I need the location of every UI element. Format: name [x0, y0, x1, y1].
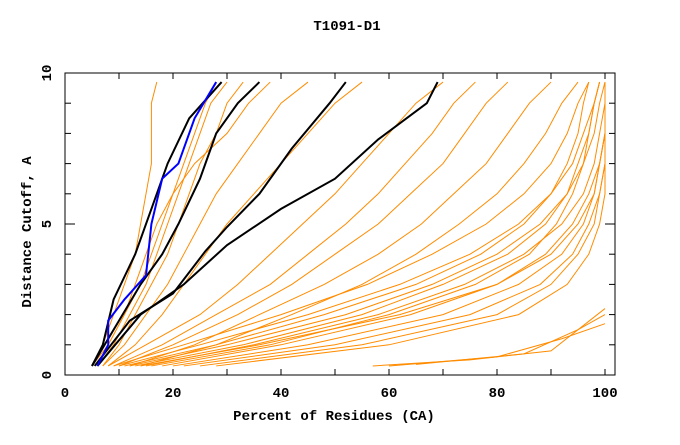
model-curve — [129, 81, 552, 367]
model-curve — [102, 81, 309, 367]
x-tick-label: 40 — [273, 386, 290, 402]
model-curve — [140, 81, 579, 367]
model-curve — [415, 314, 606, 365]
y-tick-label: 5 — [40, 220, 56, 228]
y-tick-label: 0 — [40, 371, 56, 379]
x-tick-label: 80 — [489, 386, 506, 402]
highlighted-model-curve — [91, 81, 261, 367]
plot-frame — [64, 72, 616, 376]
series-group — [91, 81, 606, 367]
x-axis-label: Percent of Residues (CA) — [233, 409, 435, 425]
model-curve — [183, 82, 606, 367]
y-tick-label: 10 — [40, 65, 56, 82]
highlighted-model-curve — [96, 81, 439, 367]
chart-title: T1091-D1 — [313, 19, 380, 35]
model-curve — [113, 81, 590, 367]
x-tick-label: 20 — [165, 386, 182, 402]
x-tick-label: 0 — [61, 386, 69, 402]
model-curve — [91, 81, 158, 367]
model-curve — [113, 81, 476, 367]
model-curve — [388, 323, 606, 367]
best-model-curve — [96, 81, 218, 367]
model-curve — [96, 81, 271, 367]
model-curve — [118, 81, 509, 367]
model-curve — [151, 81, 601, 367]
model-curve — [124, 81, 590, 367]
axes-group: 0 20 40 60 80 100 0 5 10 — [40, 65, 618, 402]
x-tick-label: 100 — [592, 386, 617, 402]
model-curve — [129, 81, 606, 367]
model-curve — [140, 82, 606, 367]
model-curve — [135, 81, 601, 367]
model-curve — [97, 81, 228, 367]
model-curve — [118, 81, 601, 367]
y-axis-label: Distance Cutoff, A — [20, 156, 36, 308]
highlighted-model-curve — [91, 81, 223, 367]
x-tick-label: 60 — [381, 386, 398, 402]
model-curve — [216, 82, 606, 367]
model-curve — [107, 81, 363, 367]
model-curve — [145, 82, 606, 367]
model-curve — [107, 81, 444, 367]
